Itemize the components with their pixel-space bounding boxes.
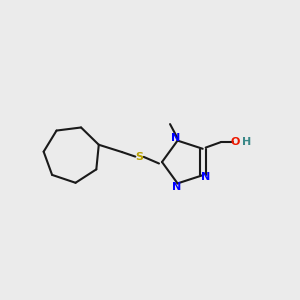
Text: N: N [172,182,181,192]
Text: N: N [201,172,210,182]
Text: S: S [136,152,143,163]
Text: N: N [170,133,180,142]
Text: O: O [230,137,240,147]
Text: H: H [242,137,252,147]
